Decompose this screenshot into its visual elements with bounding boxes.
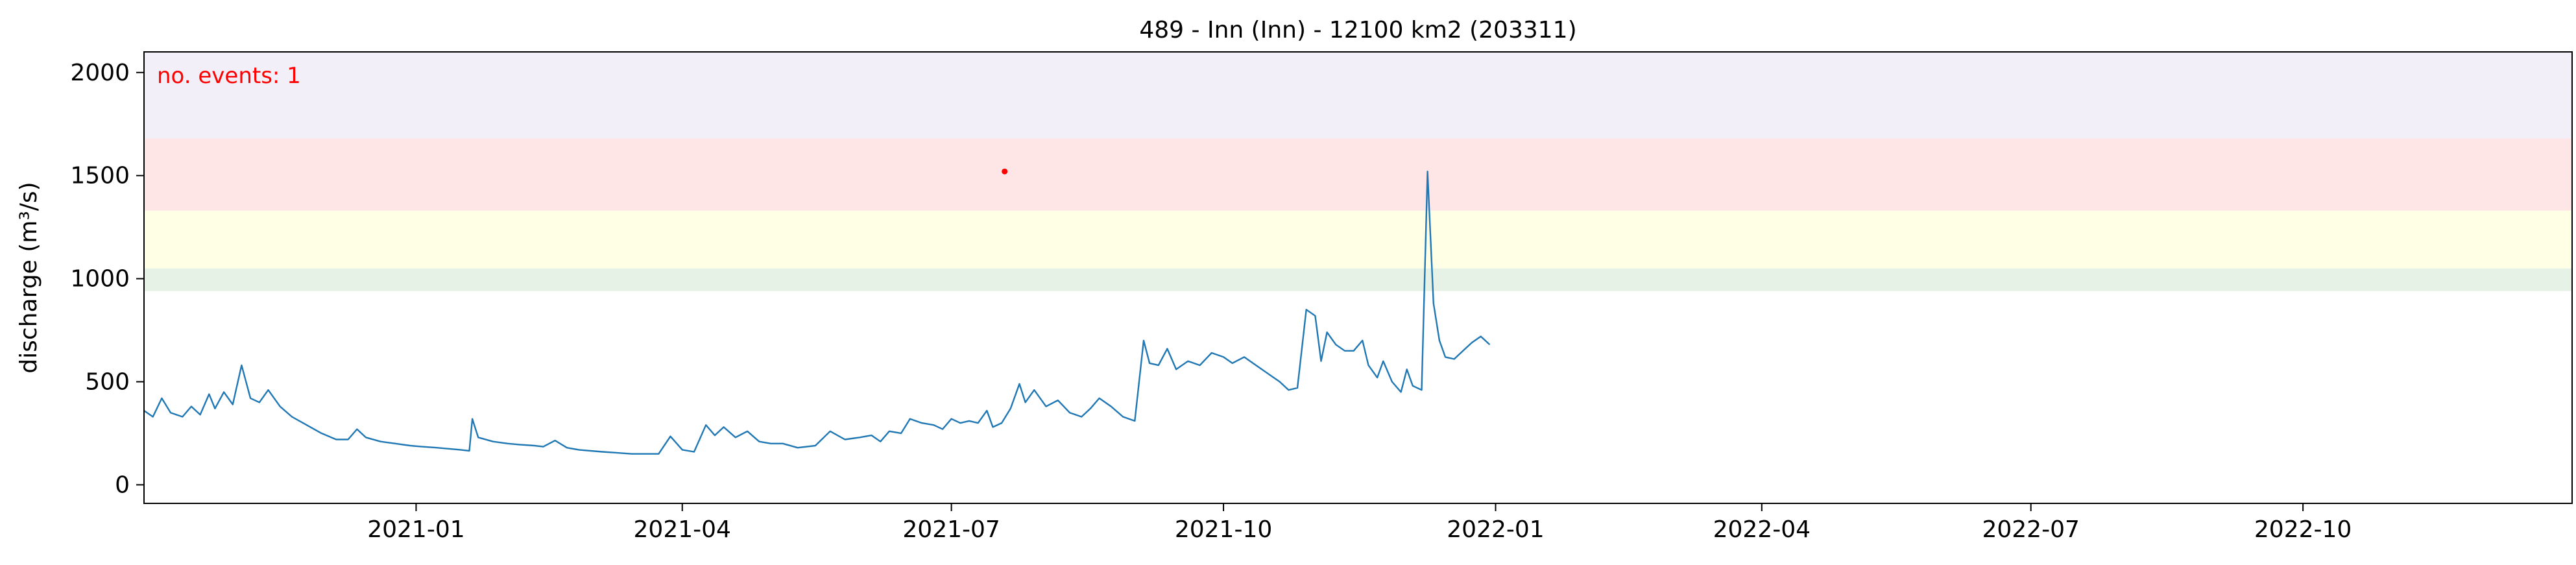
chart-title: 489 - Inn (Inn) - 12100 km2 (203311) [1139, 17, 1576, 43]
threshold-band-4 [144, 52, 2572, 139]
y-tick-label-1500: 1500 [70, 163, 130, 189]
series-line-1 [143, 171, 1491, 455]
x-tick-label-2021-10: 2021-10 [1175, 516, 1272, 543]
y-tick-label-1000: 1000 [70, 266, 130, 293]
y-tick-label-0: 0 [115, 472, 130, 498]
x-tick-label-2021-01: 2021-01 [367, 516, 464, 543]
x-tick-label-2021-07: 2021-07 [902, 516, 1000, 543]
series-layer [143, 171, 1491, 455]
x-tick-label-2022-04: 2022-04 [1713, 516, 1811, 543]
x-tick-label-2021-04: 2021-04 [634, 516, 731, 543]
y-tick-label-500: 500 [85, 368, 130, 395]
event-markers [1002, 168, 1008, 174]
y-axis: 0 500 1000 1500 2000 [70, 60, 144, 498]
plot-frame [143, 51, 2573, 504]
x-tick-label-2022-10: 2022-10 [2254, 516, 2352, 543]
threshold-band-3 [144, 138, 2572, 211]
y-axis-label: discharge (m³/s) [16, 182, 42, 373]
event-marker-1 [1002, 168, 1008, 174]
x-tick-label-2022-07: 2022-07 [1982, 516, 2079, 543]
x-axis: 2021-01 2021-04 2021-07 2021-10 2022-01 2022-… [367, 503, 2352, 543]
threshold-band-1 [144, 268, 2572, 291]
events-annotation: no. events: 1 [157, 63, 301, 89]
y-tick-label-2000: 2000 [70, 60, 130, 86]
x-tick-label-2022-01: 2022-01 [1447, 516, 1544, 543]
threshold-bands [144, 52, 2572, 291]
threshold-band-2 [144, 210, 2572, 269]
